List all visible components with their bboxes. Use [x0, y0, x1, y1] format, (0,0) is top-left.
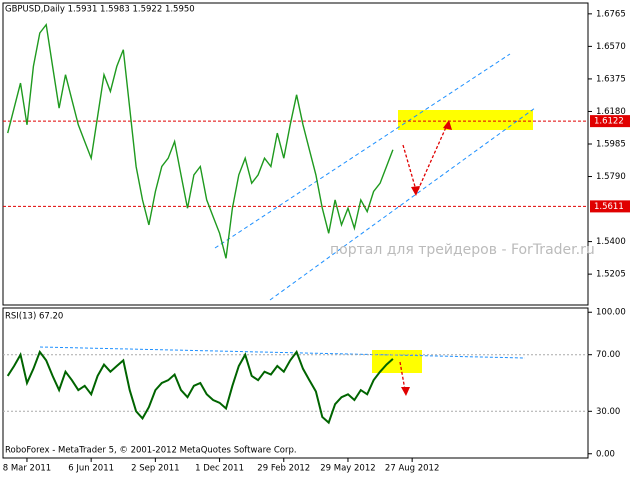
y-tick-label: 1.5400: [596, 237, 626, 247]
level-label-box: [590, 200, 630, 213]
y-tick-label: 1.6375: [596, 74, 626, 84]
y-tick-label: 1.5205: [596, 270, 626, 280]
y-tick-label: 1.6765: [596, 9, 626, 19]
y-tick-label: 30.00: [596, 407, 620, 417]
x-tick-label: 1 Dec 2011: [195, 464, 244, 474]
channel-line: [269, 107, 536, 301]
footer: RoboForex - MetaTrader 5, © 2001-2012 Me…: [5, 446, 297, 456]
level-label: 1.5611: [594, 202, 624, 212]
forecast-arrows: [399, 124, 448, 391]
x-tick-label: 6 Jun 2011: [68, 464, 114, 474]
x-tick-label: 29 May 2012: [320, 464, 375, 474]
price-panel: [2, 2, 589, 306]
watermark: портал для трейдеров - ForTrader.ru: [330, 242, 595, 258]
level-label: 1.6122: [594, 117, 624, 127]
x-tick-label: 2 Sep 2011: [131, 464, 179, 474]
rsi-title: RSI(13) 67.20: [5, 312, 63, 322]
series-line: [7, 22, 394, 259]
rsi-trend-line: [39, 346, 526, 359]
x-tick-label: 29 Feb 2012: [257, 464, 310, 474]
y-tick-label: 1.5985: [596, 139, 626, 149]
y-tick-label: 1.6180: [596, 107, 626, 117]
y-tick-label: 1.6570: [596, 42, 626, 52]
x-tick-label: 8 Mar 2011: [3, 464, 51, 474]
y-tick-label: 70.00: [596, 350, 620, 360]
y-tick-label: 0.00: [596, 449, 615, 459]
target-zone: [398, 110, 533, 130]
level-label-box: [590, 115, 630, 128]
y-tick-label: 1.5790: [596, 172, 626, 182]
series-line: [6, 349, 394, 425]
channel-line: [214, 53, 511, 249]
arrow-heads: [401, 120, 452, 396]
x-tick-label: 27 Aug 2012: [385, 464, 439, 474]
chart-title: GBPUSD,Daily 1.5931 1.5983 1.5922 1.5950: [5, 5, 195, 15]
y-tick-label: 100.00: [596, 308, 626, 318]
rsi-zone: [372, 350, 422, 373]
rsi-panel: [2, 307, 589, 459]
